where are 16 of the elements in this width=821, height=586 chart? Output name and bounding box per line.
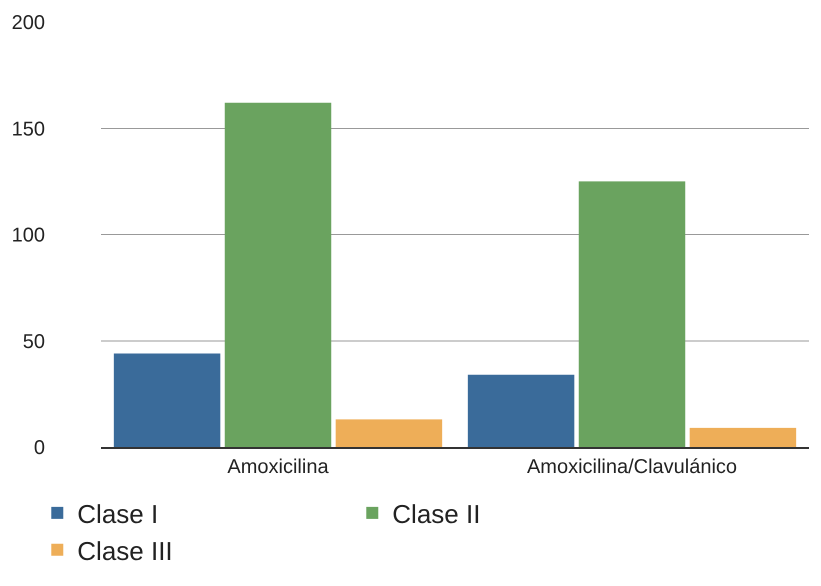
- legend-label: Clase I: [77, 499, 158, 530]
- y-tick-label: 100: [12, 224, 45, 246]
- y-tick-label: 0: [34, 437, 45, 459]
- x-tick-label: Amoxicilina: [227, 456, 330, 478]
- bar: [114, 354, 220, 447]
- bar: [336, 419, 442, 447]
- y-tick-label: 150: [12, 118, 45, 140]
- bar: [224, 102, 332, 447]
- x-tick-label: Amoxicilina/Clavulánico: [526, 456, 738, 478]
- bar: [468, 374, 574, 447]
- legend-label: Clase III: [77, 536, 173, 566]
- bar: [690, 428, 796, 447]
- legend-label: Clase II: [392, 499, 480, 530]
- y-tick-label: 50: [22, 330, 45, 353]
- y-tick-label: 200: [12, 12, 45, 34]
- bar: [578, 181, 686, 447]
